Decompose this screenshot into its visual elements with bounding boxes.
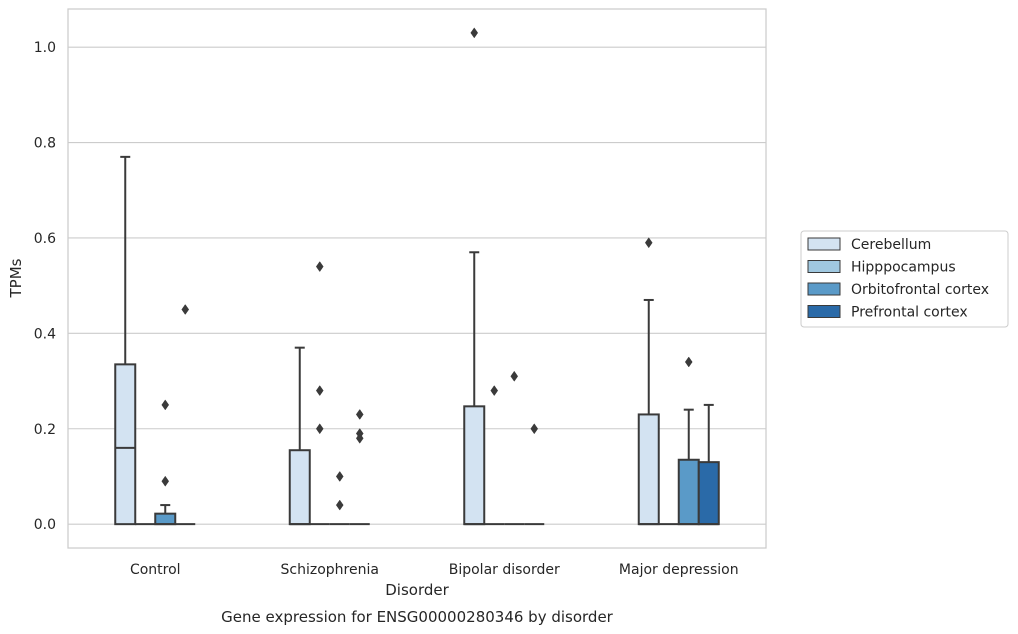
y-axis-title: TPMs: [7, 258, 25, 298]
outlier-point: [181, 304, 190, 315]
legend-label: Orbitofrontal cortex: [851, 282, 989, 298]
legend-label: Prefrontal cortex: [851, 305, 968, 321]
outlier-point: [684, 356, 693, 368]
legend-swatch: [807, 305, 841, 318]
outlier-point: [335, 471, 344, 482]
box-2-0: [154, 504, 177, 526]
outlier-point: [315, 261, 324, 273]
y-tick-label: 0.2: [34, 422, 56, 438]
plot-frame: [67, 8, 767, 549]
outlier-point: [490, 385, 499, 397]
legend: Cerebellum Hipppocampus Orbitofrontal cort…: [800, 230, 1009, 328]
grid-lines: [68, 46, 766, 525]
box-body: [637, 413, 660, 526]
box-body: [154, 512, 177, 526]
x-tick-label: Schizophrenia: [281, 562, 379, 578]
box-0-0: [114, 155, 137, 526]
outlier-point: [510, 370, 519, 382]
boxes: [114, 155, 720, 526]
legend-swatch: [807, 282, 841, 296]
outlier-point: [315, 423, 324, 435]
legend-label: Hipppocampus: [851, 260, 956, 276]
x-tick-label: Bipolar disorder: [449, 562, 560, 578]
outlier-point: [161, 475, 170, 487]
chart-caption: Gene expression for ENSG00000280346 by d…: [221, 608, 614, 626]
box-0-2: [463, 251, 486, 526]
y-tick-label: 0.6: [34, 231, 56, 247]
outlier-point: [644, 237, 653, 249]
y-tick-label: 0.0: [34, 517, 56, 533]
outlier-point: [530, 423, 539, 435]
outlier-point: [470, 27, 479, 39]
legend-swatch: [807, 237, 841, 251]
outlier-point: [355, 432, 364, 444]
box-body: [463, 405, 486, 526]
box-2-3: [677, 408, 700, 526]
y-tick-label: 0.4: [34, 326, 56, 342]
legend-label: Cerebellum: [851, 237, 931, 253]
box-0-1: [288, 346, 311, 526]
x-tick-label: Major depression: [619, 562, 739, 578]
legend-frame: [800, 230, 1009, 328]
y-tick-labels: 0.0 0.2 0.4 0.6 0.8 1.0: [34, 40, 56, 533]
legend-swatch: [807, 260, 841, 273]
outlier-point: [315, 385, 324, 397]
x-axis-title: Disorder: [385, 581, 449, 599]
y-tick-label: 1.0: [34, 40, 56, 56]
box-body: [677, 458, 700, 526]
box-3-3: [697, 403, 720, 526]
x-tick-label: Control: [130, 562, 181, 578]
box-body: [697, 461, 720, 526]
y-tick-label: 0.8: [34, 136, 56, 152]
x-tick-labels: Control Schizophrenia Bipolar disorder Majo…: [130, 562, 739, 578]
outlier-point: [355, 409, 364, 420]
outlier-point: [161, 399, 170, 411]
box-body: [288, 449, 311, 526]
box-0-3: [637, 298, 660, 526]
box-body: [114, 363, 137, 526]
outliers: [161, 27, 693, 511]
outlier-point: [335, 499, 344, 511]
